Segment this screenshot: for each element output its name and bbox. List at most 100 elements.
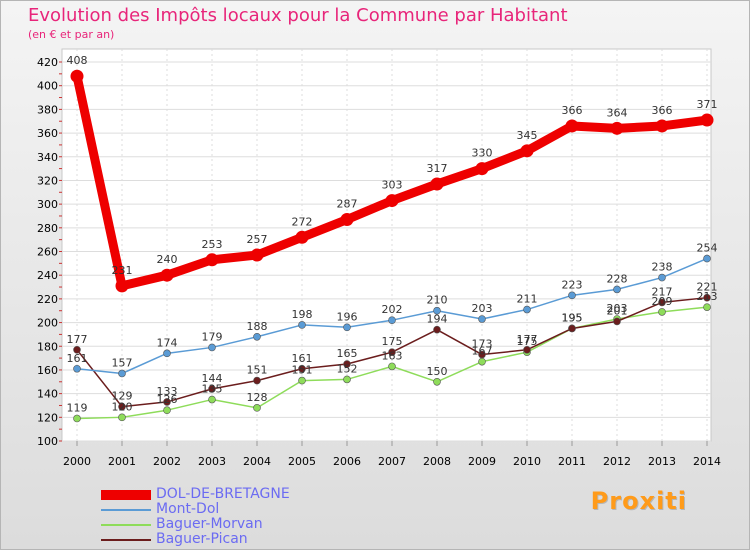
- data-point: [163, 398, 171, 406]
- data-point: [73, 364, 81, 373]
- data-label: 364: [607, 106, 628, 119]
- legend-item: Mont-Dol: [101, 501, 421, 517]
- data-label: 201: [607, 304, 628, 317]
- x-tick-label: 2009: [468, 455, 496, 468]
- y-tick-label: 260: [37, 246, 58, 259]
- y-tick-label: 100: [37, 435, 58, 448]
- data-label: 223: [562, 278, 583, 291]
- data-label: 151: [292, 364, 313, 377]
- data-label: 163: [382, 349, 403, 362]
- data-point: [520, 144, 534, 158]
- data-point: [163, 349, 171, 358]
- chart-title: Evolution des Impôts locaux pour la Comm…: [28, 5, 568, 26]
- legend-label: Mont-Dol: [156, 501, 220, 517]
- data-point: [478, 315, 486, 323]
- data-label: 133: [157, 385, 178, 398]
- plot-area: [61, 48, 712, 442]
- data-point: [385, 194, 399, 208]
- data-point: [298, 321, 306, 329]
- data-label: 240: [157, 253, 178, 266]
- data-label: 211: [517, 293, 538, 306]
- y-tick-label: 160: [37, 364, 58, 377]
- data-label: 330: [472, 147, 493, 160]
- data-label: 175: [382, 335, 403, 348]
- y-tick-label: 320: [37, 174, 58, 187]
- data-label: 175: [517, 335, 538, 348]
- proxiti-logo: Proxiti: [590, 487, 687, 515]
- data-point: [208, 385, 216, 393]
- data-label: 195: [562, 311, 583, 324]
- x-tick-label: 2006: [333, 455, 361, 468]
- data-point: [343, 375, 351, 384]
- data-label: 161: [67, 352, 88, 365]
- data-point: [388, 316, 396, 324]
- data-label: 303: [382, 179, 403, 192]
- y-tick-label: 240: [37, 269, 58, 282]
- data-point: [340, 213, 354, 227]
- legend-item: DOL-DE-BRETAGNE: [101, 486, 421, 502]
- legend-swatch: [101, 489, 151, 500]
- data-label: 196: [337, 310, 358, 323]
- data-label: 213: [697, 290, 718, 303]
- legend-label: Baguer-Morvan: [156, 516, 263, 532]
- legend-swatch: [101, 538, 151, 541]
- data-label: 195: [562, 311, 583, 324]
- data-point: [703, 293, 711, 302]
- x-tick-label: 2014: [693, 455, 721, 468]
- data-point: [523, 346, 531, 354]
- y-tick-label: 180: [37, 340, 58, 353]
- legend-swatch: [101, 523, 151, 526]
- data-label: 129: [112, 390, 133, 403]
- data-label: 408: [67, 54, 88, 67]
- data-label: 167: [472, 345, 493, 358]
- x-tick-label: 2013: [648, 455, 676, 468]
- x-tick-label: 2000: [63, 455, 91, 468]
- x-tick-label: 2001: [108, 455, 136, 468]
- legend-item: Baguer-Pican: [101, 531, 421, 547]
- data-label: 126: [157, 393, 178, 406]
- data-point: [703, 303, 711, 311]
- data-point: [208, 395, 216, 404]
- data-label: 135: [202, 383, 223, 396]
- data-point: [568, 291, 576, 300]
- data-point: [115, 279, 129, 293]
- data-label: 173: [472, 338, 493, 351]
- data-label: 194: [427, 313, 448, 326]
- y-tick-label: 200: [37, 317, 58, 330]
- y-tick-label: 340: [37, 151, 58, 164]
- data-point: [430, 177, 444, 191]
- data-point: [433, 306, 441, 315]
- x-tick-label: 2010: [513, 455, 541, 468]
- data-label: 366: [652, 104, 673, 117]
- x-tick-label: 2011: [558, 455, 586, 468]
- data-label: 345: [517, 129, 538, 142]
- data-point: [295, 230, 309, 244]
- legend: DOL-DE-BRETAGNE Mont-Dol Baguer-Morvan Bagu…: [101, 486, 421, 547]
- data-label: 203: [472, 302, 493, 315]
- data-point: [658, 273, 666, 282]
- y-tick-label: 280: [37, 222, 58, 235]
- data-label: 272: [292, 215, 313, 228]
- data-label: 221: [697, 281, 718, 294]
- data-label: 210: [427, 294, 448, 307]
- data-point: [613, 317, 621, 326]
- y-tick-label: 300: [37, 198, 58, 211]
- data-point: [613, 285, 621, 294]
- data-point: [73, 346, 81, 354]
- data-point: [388, 348, 396, 356]
- data-label: 120: [112, 400, 133, 413]
- data-point: [118, 369, 126, 378]
- data-label: 179: [202, 330, 223, 343]
- data-label: 238: [652, 261, 673, 274]
- data-point: [253, 332, 261, 341]
- y-tick-label: 420: [37, 56, 58, 69]
- y-tick-label: 120: [37, 411, 58, 424]
- y-tick-label: 360: [37, 127, 58, 140]
- x-tick-label: 2007: [378, 455, 406, 468]
- data-label: 150: [427, 365, 448, 378]
- x-tick-label: 2003: [198, 455, 226, 468]
- series-mont-dol: [73, 254, 711, 378]
- data-point: [703, 254, 711, 263]
- data-label: 165: [337, 347, 358, 360]
